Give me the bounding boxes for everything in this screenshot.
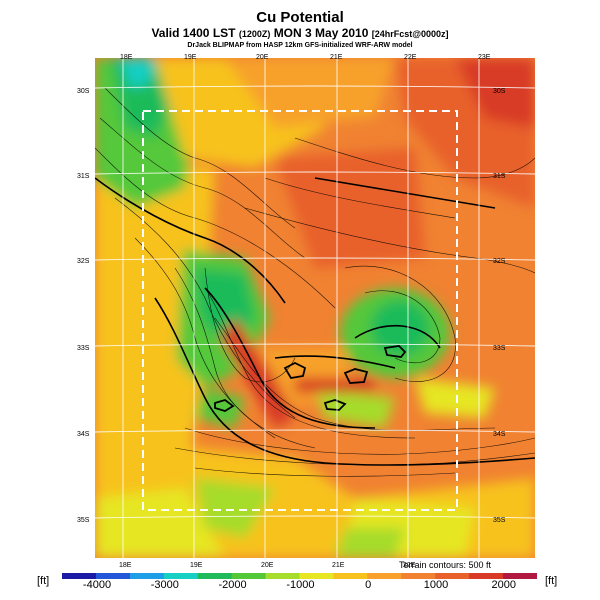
forecast-run: [24hrFcst@0000z] <box>371 29 449 39</box>
lat-label-right: 32S <box>493 258 506 265</box>
colorbar-swatch <box>333 573 368 579</box>
lon-label-top: 19E <box>184 54 197 61</box>
chart-title: Cu Potential <box>256 9 344 26</box>
lon-label-bottom: 22E <box>403 562 416 569</box>
lat-label-right: 35S <box>493 517 506 524</box>
lon-label-top: 22E <box>404 54 417 61</box>
lon-label-top: 23E <box>478 54 491 61</box>
colorbar-swatch <box>401 573 436 579</box>
colorbar-unit-right: [ft] <box>545 575 558 587</box>
colorbar-swatch <box>299 573 334 579</box>
colorbar-tick-label: 0 <box>365 579 372 591</box>
colorbar-swatch <box>62 573 97 579</box>
colorbar-tick-label: 2000 <box>491 579 517 591</box>
colorbar-swatch <box>503 573 537 579</box>
inner-domain-box <box>142 110 458 511</box>
colorbar-swatch <box>95 573 131 579</box>
lat-label-left: 35S <box>77 517 90 524</box>
valid-time-subtitle: Valid 1400 LST (1200Z) MON 3 May 2010 [2… <box>0 26 600 40</box>
lon-label-top: 18E <box>120 54 133 61</box>
lon-label-top: 21E <box>330 54 343 61</box>
lon-label-bottom: 20E <box>261 562 274 569</box>
lat-label-right: 31S <box>493 173 506 180</box>
lat-label-left: 30S <box>77 88 90 95</box>
forecast-date: MON 3 May 2010 <box>273 26 369 40</box>
lon-label-bottom: 21E <box>332 562 345 569</box>
colorbar-swatch <box>197 573 233 579</box>
colorbar <box>62 573 537 579</box>
lon-label-top: 20E <box>256 54 269 61</box>
lat-label-left: 33S <box>77 345 90 352</box>
valid-time: Valid 1400 LST <box>151 26 236 40</box>
lat-label-left: 34S <box>77 431 90 438</box>
colorbar-swatch <box>265 573 300 579</box>
cu-potential-map <box>95 58 535 558</box>
lat-label-right: 33S <box>493 345 506 352</box>
colorbar-swatch <box>163 573 199 579</box>
colorbar-swatch <box>435 573 470 579</box>
colorbar-swatch <box>231 573 267 579</box>
utc-time: (1200Z) <box>238 29 271 39</box>
colorbar-tick-label: -4000 <box>82 579 112 591</box>
colorbar-unit-left: [ft] <box>37 575 50 587</box>
lat-label-right: 30S <box>493 88 506 95</box>
lat-label-left: 31S <box>77 173 90 180</box>
colorbar-tick-label: -1000 <box>286 579 315 591</box>
terrain-contour-note: Terrain contours: 500 ft <box>399 560 492 570</box>
lat-label-right: 34S <box>493 431 506 438</box>
colorbar-swatch <box>129 573 165 579</box>
colorbar-swatch <box>367 573 402 579</box>
model-credit: DrJack BLIPMAP from HASP 12km GFS-initia… <box>187 42 413 49</box>
colorbar-tick-label: -2000 <box>218 579 247 591</box>
lon-label-bottom: 18E <box>119 562 132 569</box>
colorbar-swatch <box>469 573 504 579</box>
colorbar-tick-label: -3000 <box>150 579 179 591</box>
lon-label-bottom: 19E <box>190 562 203 569</box>
colorbar-tick-label: 1000 <box>423 579 449 591</box>
lat-label-left: 32S <box>77 258 90 265</box>
